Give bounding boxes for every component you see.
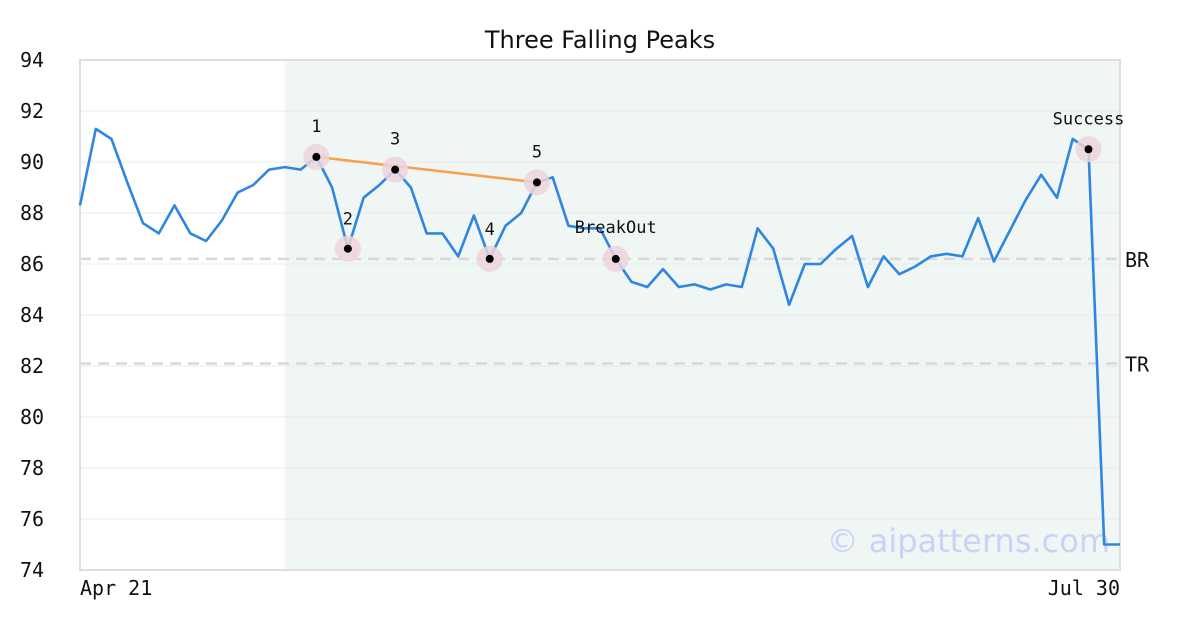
plot-frame bbox=[79, 59, 1121, 571]
x-tick-label-end: Jul 30 bbox=[1048, 576, 1120, 600]
point-label-1: 1 bbox=[311, 117, 321, 137]
marker-point-1 bbox=[312, 152, 321, 161]
price-series-line bbox=[78, 127, 1120, 546]
point-label-3: 3 bbox=[390, 130, 400, 150]
y-tick-label: 90 bbox=[20, 150, 44, 174]
y-tick-label: 76 bbox=[20, 507, 44, 531]
y-tick-label: 78 bbox=[20, 456, 44, 480]
reference-label-br: BR bbox=[1125, 248, 1150, 272]
x-tick-label-start: Apr 21 bbox=[80, 576, 152, 600]
marker-point-success bbox=[1084, 145, 1093, 154]
marker-point-5 bbox=[532, 178, 541, 187]
y-tick-label: 86 bbox=[20, 252, 44, 276]
y-tick-label: 94 bbox=[20, 48, 44, 72]
y-tick-label: 74 bbox=[20, 558, 44, 582]
point-label-4: 4 bbox=[485, 220, 495, 240]
y-tick-label: 82 bbox=[20, 354, 44, 378]
y-tick-label: 92 bbox=[20, 99, 44, 123]
y-tick-label: 80 bbox=[20, 405, 44, 429]
point-label-2: 2 bbox=[343, 210, 353, 230]
marker-point-2 bbox=[343, 244, 352, 253]
marker-point-3 bbox=[391, 165, 400, 174]
point-label-success: Success bbox=[1053, 109, 1125, 129]
y-tick-label: 88 bbox=[20, 201, 44, 225]
y-tick-label: 84 bbox=[20, 303, 44, 327]
marker-point-breakout bbox=[611, 254, 620, 263]
reference-label-tr: TR bbox=[1125, 352, 1150, 376]
chart-title: Three Falling Peaks bbox=[484, 26, 715, 54]
peak-trendline bbox=[316, 155, 538, 184]
marker-point-4 bbox=[485, 254, 494, 263]
watermark: © aipatterns.com bbox=[827, 522, 1110, 560]
point-label-breakout: BreakOut bbox=[575, 218, 657, 238]
point-label-5: 5 bbox=[532, 142, 542, 162]
